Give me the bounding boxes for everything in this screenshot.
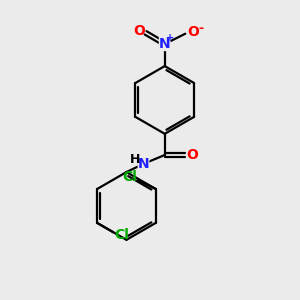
Text: N: N	[138, 157, 149, 171]
Text: N: N	[159, 37, 170, 51]
Text: Cl: Cl	[114, 228, 129, 242]
Text: O: O	[186, 148, 198, 162]
Text: +: +	[166, 32, 174, 43]
Text: Cl: Cl	[122, 170, 137, 184]
Text: O: O	[133, 24, 145, 38]
Text: -: -	[198, 22, 203, 35]
Text: H: H	[130, 153, 140, 166]
Text: O: O	[187, 25, 199, 39]
